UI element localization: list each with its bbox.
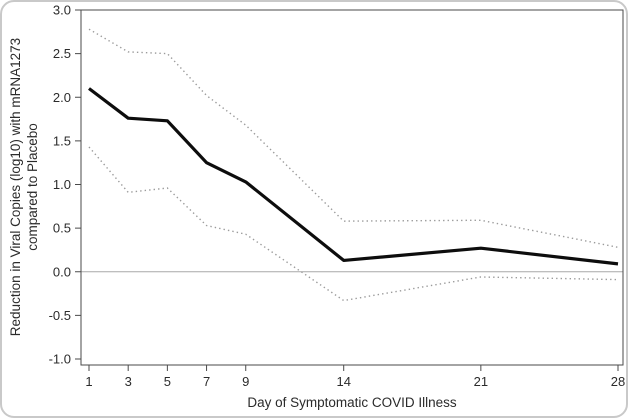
y-tick-label: -0.5 bbox=[49, 308, 71, 323]
x-tick-label: 9 bbox=[242, 374, 249, 389]
x-tick-label: 28 bbox=[611, 374, 625, 389]
axis-box bbox=[80, 9, 624, 366]
y-tick-label: 0.0 bbox=[53, 264, 71, 279]
y-tick-label: 3.0 bbox=[53, 3, 71, 18]
y-tick-label: 2.0 bbox=[53, 90, 71, 105]
x-tick-label: 14 bbox=[336, 374, 350, 389]
x-tick-label: 3 bbox=[125, 374, 132, 389]
y-axis-label: Reduction in Viral Copies (log10) with m… bbox=[7, 2, 41, 397]
series-line-estimate bbox=[88, 87, 619, 266]
x-tick-label: 5 bbox=[164, 374, 171, 389]
series-line-lower-confidence-bound bbox=[88, 146, 619, 302]
y-tick-label: 1.5 bbox=[53, 133, 71, 148]
x-tick-label: 21 bbox=[474, 374, 488, 389]
y-axis-label-line1: Reduction in Viral Copies (log10) with m… bbox=[8, 37, 23, 337]
x-tick-label: 1 bbox=[85, 374, 92, 389]
x-axis-label: Day of Symptomatic COVID Illness bbox=[247, 395, 457, 410]
y-tick-label: 0.5 bbox=[53, 221, 71, 236]
x-tick-label: 7 bbox=[203, 374, 210, 389]
series-line-upper-confidence-bound bbox=[88, 28, 619, 249]
y-tick-label: -1.0 bbox=[49, 352, 71, 367]
y-tick-label: 2.5 bbox=[53, 46, 71, 61]
y-tick-label: 1.0 bbox=[53, 177, 71, 192]
y-axis-label-line2: compared to Placebo bbox=[25, 123, 40, 251]
